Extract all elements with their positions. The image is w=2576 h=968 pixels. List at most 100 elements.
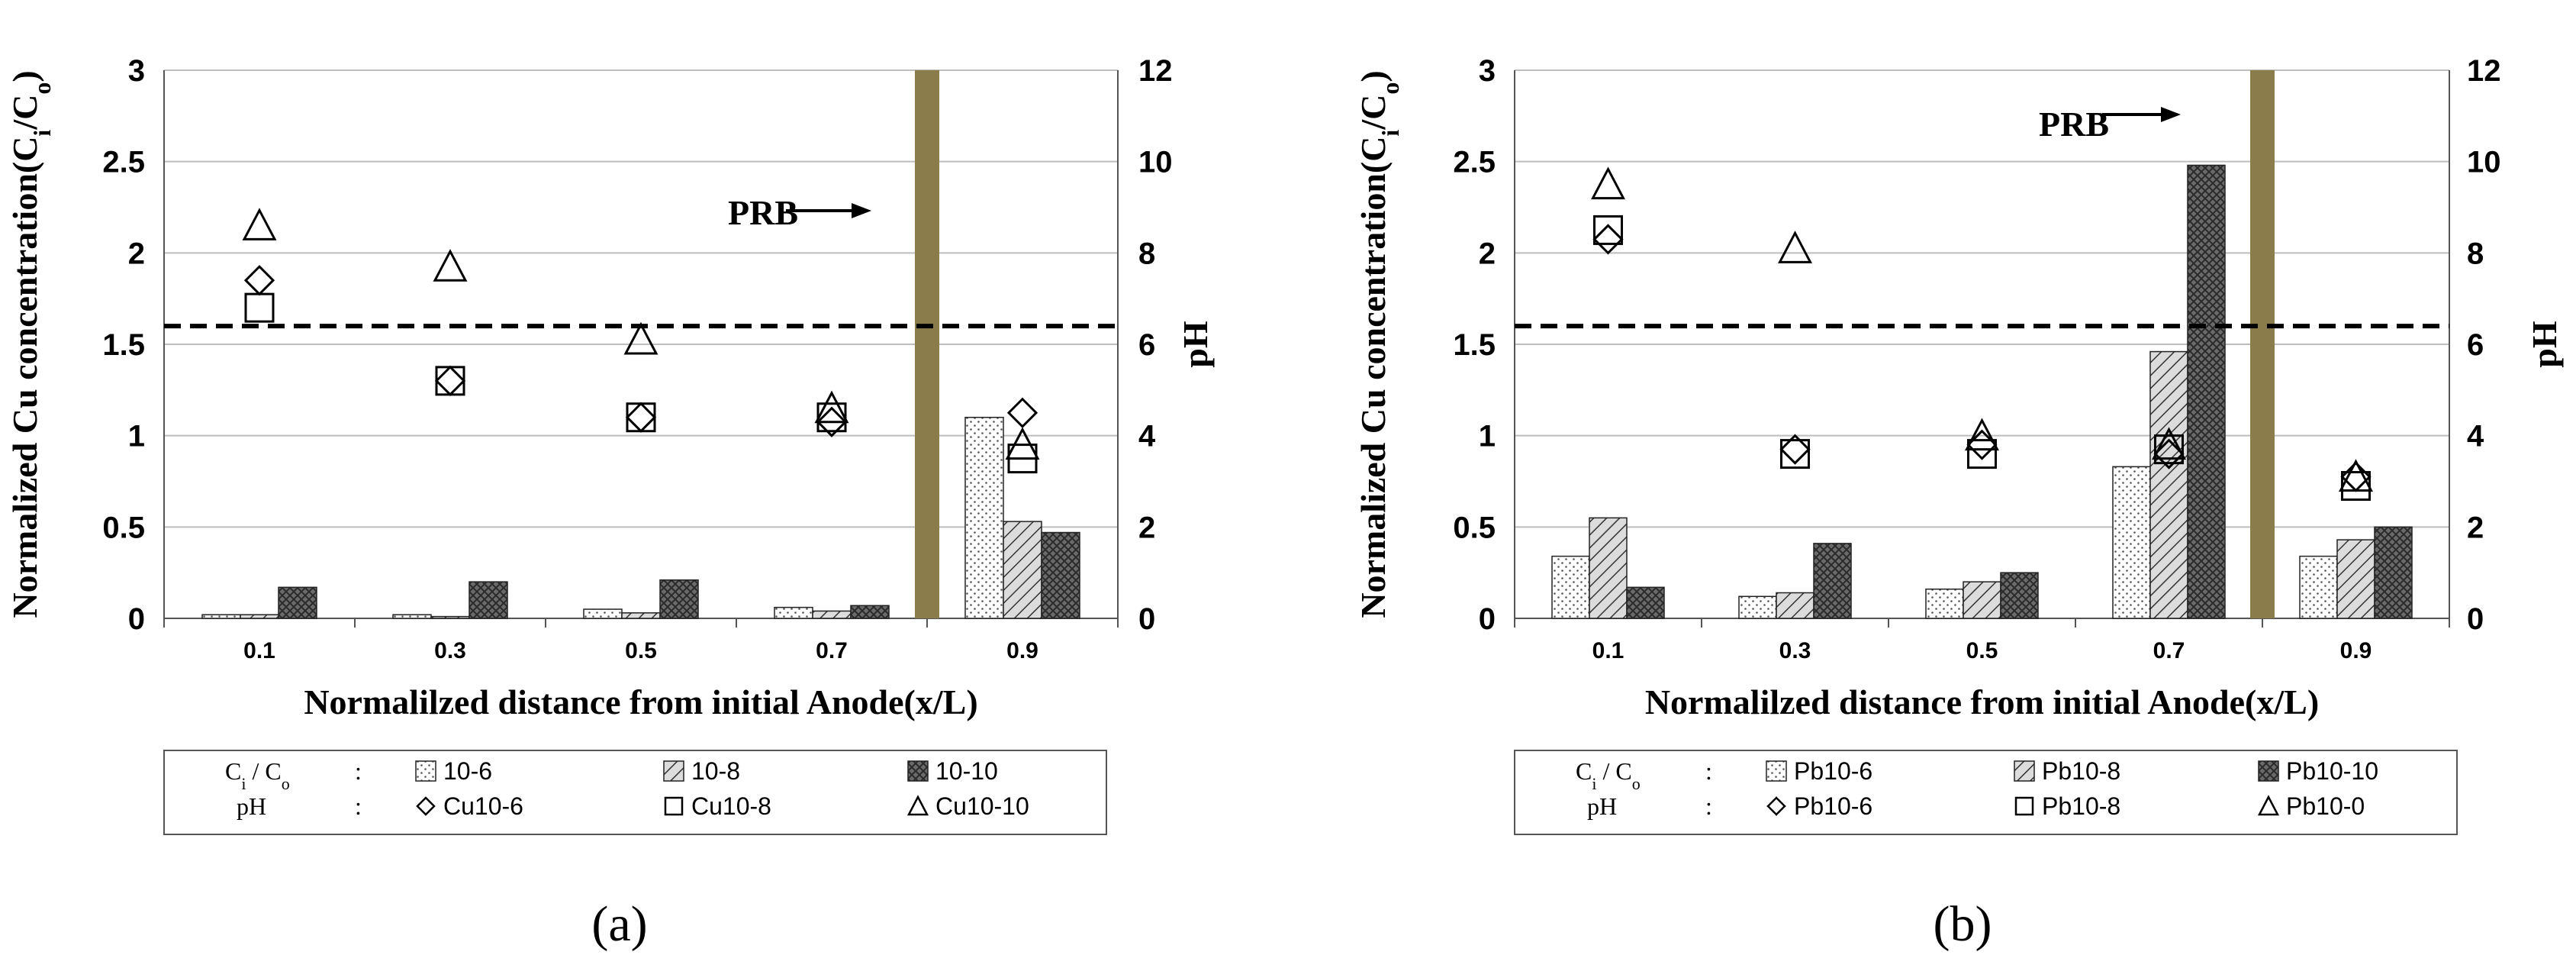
legend-marker-square [2014, 796, 2034, 816]
bar-10-6 [964, 416, 1004, 619]
prb-barrier [915, 70, 939, 618]
bar-10-10 [469, 581, 508, 619]
y-tick-label-right: 12 [1138, 54, 1173, 88]
y-axis-title-part: /C [5, 95, 44, 131]
legend-marker-triangle [906, 795, 929, 816]
legend-colon: : [355, 792, 362, 820]
y-tick-label-right: 0 [2467, 602, 2484, 636]
x-axis-title: Normalilzed distance from initial Anode(… [1645, 682, 2319, 721]
legend-key-part: / C [1596, 757, 1631, 785]
y-tick-label-left: 1 [1479, 420, 1496, 453]
marker-Pb10-8 [1967, 439, 1997, 469]
marker-Pb10-8 [2341, 470, 2371, 501]
x-tick-label: 0.5 [1966, 638, 1998, 663]
legend-label: Pb10-8 [2042, 757, 2120, 785]
bar-10-10 [1041, 531, 1080, 619]
y-tick-label-left: 2.5 [1453, 146, 1496, 179]
marker-Cu10-6 [1006, 397, 1038, 428]
bar-Pb10-10 [2374, 526, 2413, 619]
bar-Pb10-10 [1626, 586, 1665, 619]
x-tick-label: 0.7 [2153, 638, 2185, 663]
prb-arrow-head [2161, 107, 2181, 122]
legend-swatch [2014, 760, 2035, 782]
bar-10-10 [850, 605, 890, 619]
marker-Pb10-8 [2154, 434, 2184, 465]
y-tick-label-right: 10 [1138, 146, 1173, 179]
chart-panel-b: 0 0.5 1 1.5 2 2.5 3 0 2 4 6 8 10 12 0.1 0.3 0.5 0.7 0.9 PRB… [1354, 54, 2564, 952]
legend-colon: : [355, 757, 362, 785]
y-tick-label-left: 0.5 [1453, 511, 1496, 544]
marker-Cu10-6 [434, 365, 466, 396]
legend-colon: : [1705, 792, 1712, 820]
legend-label: 10-10 [935, 757, 998, 785]
marker-Pb10-0 [1965, 418, 1999, 451]
marker-Cu10-8 [626, 402, 656, 433]
y-axis-title-left: Normalized Cu concentration(Ci/Co) [5, 70, 56, 618]
legend-key-concentration: Ci / Co [225, 757, 290, 793]
marker-Cu10-10 [242, 208, 277, 240]
marker-Cu10-8 [435, 366, 465, 396]
y-tick-label-left: 0 [128, 602, 145, 636]
x-tick-label: 0.3 [434, 638, 466, 663]
y-axis-title-right: pH [1176, 321, 1215, 368]
legend-key-part: C [1576, 757, 1592, 785]
marker-Cu10-8 [244, 292, 275, 323]
marker-Cu10-6 [243, 265, 275, 296]
marker-Cu10-6 [816, 406, 848, 437]
chart-panel-a: 0 0.5 1 1.5 2 2.5 3 0 2 4 6 8 10 12 0.1 0.3 0.5 0.7 0.9 PRB… [5, 54, 1215, 952]
bar-10-6 [392, 614, 432, 619]
legend-key-ph: pH [237, 792, 266, 820]
bar-10-8 [812, 610, 852, 619]
legend-label: Pb10-6 [1794, 757, 1872, 785]
marker-Pb10-8 [1780, 439, 1810, 469]
marker-Pb10-6 [1779, 434, 1811, 465]
y-tick-label-right: 4 [2467, 420, 2484, 453]
bar-10-10 [278, 586, 317, 619]
marker-Pb10-8 [1593, 215, 1623, 245]
bar-10-8 [240, 614, 279, 619]
y-tick-label-left: 2 [128, 237, 145, 270]
legend-label: Pb10-6 [1794, 792, 1872, 820]
legend-swatch [907, 760, 929, 782]
y-tick-label-left: 0 [1479, 602, 1496, 636]
legend-key-part: / C [246, 757, 281, 785]
legend-swatch [1766, 760, 1787, 782]
bar-10-8 [1003, 521, 1042, 619]
bar-Pb10-8 [2336, 539, 2375, 619]
bar-Pb10-10 [2187, 164, 2226, 619]
legend-key-subscript: i [241, 774, 246, 793]
marker-Pb10-6 [1592, 224, 1624, 255]
y-tick-label-right: 12 [2467, 54, 2501, 88]
legend-key-concentration: Ci / Co [1576, 757, 1641, 793]
bar-Pb10-6 [1738, 595, 1777, 619]
y-axis-title-right: pH [2525, 321, 2564, 368]
legend-swatch [663, 760, 684, 782]
bar-10-10 [659, 579, 699, 619]
legend-marker-diamond [416, 796, 436, 816]
bar-Pb10-6 [1925, 588, 1964, 619]
y-axis-title-left: Normalized Cu concentration(Ci/Co) [1354, 70, 1404, 618]
x-tick-label: 0.1 [243, 638, 275, 663]
legend-label: Cu10-6 [443, 792, 523, 820]
legend-colon: : [1705, 757, 1712, 785]
x-tick-label: 0.1 [1592, 638, 1624, 663]
y-axis-title-subscript: o [28, 82, 56, 95]
marker-Pb10-0 [2339, 459, 2373, 492]
marker-Pb10-0 [1778, 231, 1812, 263]
y-axis-title-part: /C [1354, 95, 1393, 131]
y-tick-label-right: 2 [1138, 511, 1155, 544]
legend-marker-square [664, 796, 684, 816]
bar-10-6 [201, 614, 241, 619]
bar-Pb10-10 [1813, 543, 1852, 619]
y-axis-title-part: ) [5, 70, 44, 82]
y-tick-label-right: 8 [1138, 237, 1155, 270]
y-tick-label-right: 10 [2467, 146, 2501, 179]
legend-label: 10-8 [691, 757, 740, 785]
marker-Cu10-10 [814, 390, 849, 424]
legend-label: 10-6 [443, 757, 492, 785]
x-tick-label: 0.9 [2340, 638, 2372, 663]
y-tick-label-left: 2.5 [102, 146, 145, 179]
y-tick-label-right: 6 [1138, 328, 1155, 362]
marker-Cu10-10 [623, 321, 658, 355]
marker-Pb10-0 [1591, 166, 1625, 200]
